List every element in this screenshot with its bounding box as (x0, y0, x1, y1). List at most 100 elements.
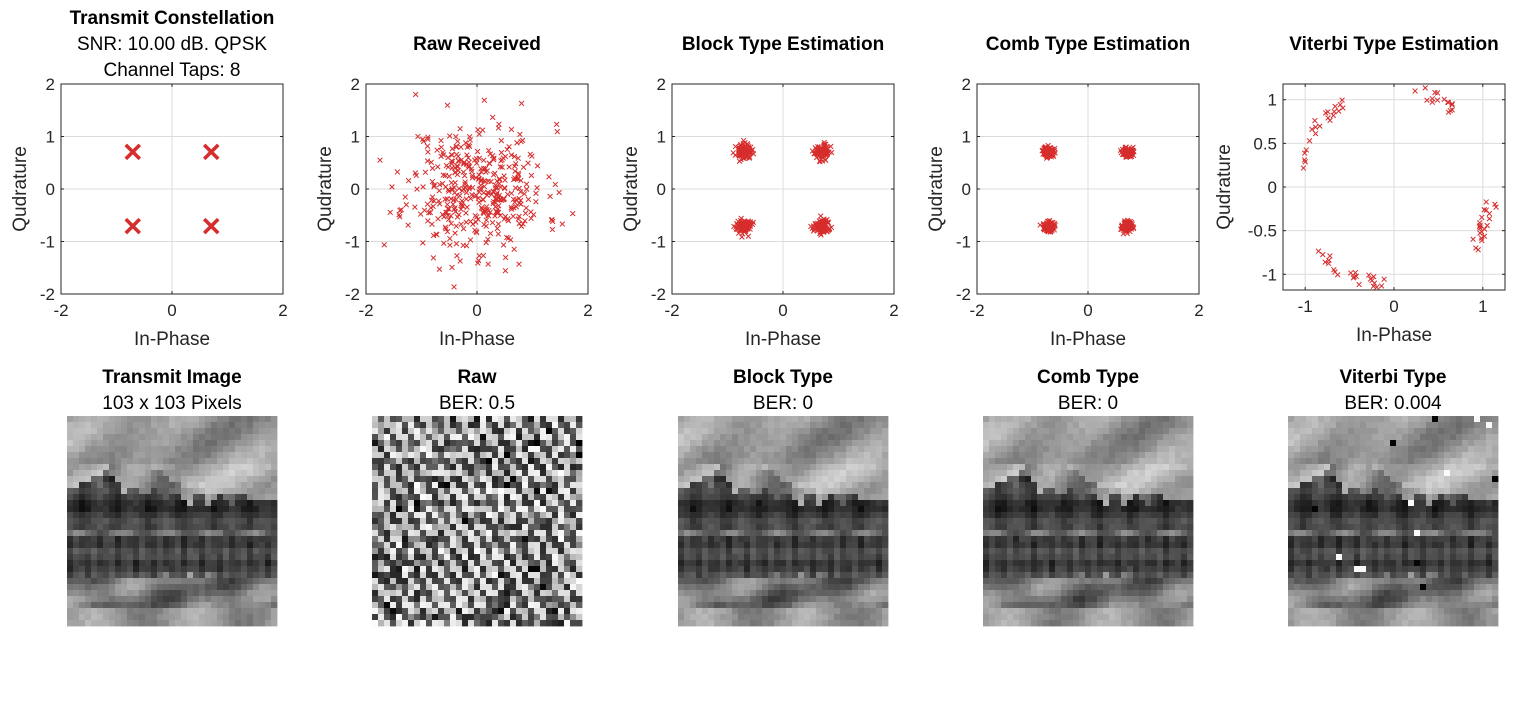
pixel (115, 446, 122, 453)
pixel (540, 554, 547, 561)
pixel (97, 560, 104, 567)
pixel (390, 452, 397, 459)
pixel (265, 464, 272, 471)
pixel (157, 428, 164, 435)
data-point-marker (490, 172, 497, 178)
pixel (133, 506, 140, 513)
pixel (474, 458, 481, 465)
pixel (876, 512, 883, 519)
pixel (85, 446, 92, 453)
pixel (432, 446, 439, 453)
pixel (858, 422, 865, 429)
pixel (145, 572, 152, 579)
pixel (247, 428, 254, 435)
pixel (211, 566, 218, 573)
pixel (780, 416, 787, 423)
pixel (241, 578, 248, 585)
pixel (852, 524, 859, 531)
pixel (217, 548, 224, 555)
pixel (133, 440, 140, 447)
pixel (840, 422, 847, 429)
pixel (217, 602, 224, 609)
pixel (456, 506, 463, 513)
pixel (85, 422, 92, 429)
pixel (235, 494, 242, 501)
pixel (181, 458, 188, 465)
pixel (480, 500, 487, 507)
pixel (157, 458, 164, 465)
pixel (498, 566, 505, 573)
data-point-marker (739, 146, 746, 153)
pixel (810, 536, 817, 543)
pixel (378, 620, 385, 627)
pixel (732, 578, 739, 585)
pixel (67, 482, 74, 489)
pixel (510, 482, 517, 489)
pixel (271, 614, 278, 621)
data-point-marker (428, 197, 435, 204)
pixel (115, 434, 122, 441)
pixel (540, 458, 547, 465)
data-point-marker (1047, 148, 1053, 155)
pixel (690, 542, 697, 549)
pixel (211, 536, 218, 543)
pixel (852, 434, 859, 441)
pixel (480, 506, 487, 513)
pixel (480, 512, 487, 519)
pixel (774, 572, 781, 579)
data-point-marker (559, 221, 566, 227)
pixel (780, 488, 787, 495)
pixel (456, 422, 463, 429)
plot-subtitle: Channel Taps: 8 (104, 60, 241, 81)
pixel (762, 578, 769, 585)
data-point-marker (420, 136, 426, 143)
data-point-marker (1370, 273, 1377, 280)
pixel (840, 434, 847, 441)
pixel (402, 536, 409, 543)
pixel (822, 566, 829, 573)
pixel (780, 470, 787, 477)
pixel (241, 440, 248, 447)
pixel (390, 620, 397, 627)
data-point-marker (202, 217, 220, 235)
pixel (714, 482, 721, 489)
pixel (384, 434, 391, 441)
pixel (402, 506, 409, 513)
pixel (846, 554, 853, 561)
data-point-marker (446, 173, 453, 180)
pixel (390, 476, 397, 483)
pixel (91, 554, 98, 561)
pixel (474, 470, 481, 477)
pixel (816, 500, 823, 507)
pixel (462, 596, 469, 603)
pixel (762, 470, 769, 477)
pixel (756, 584, 763, 591)
pixel (145, 608, 152, 615)
pixel (420, 596, 427, 603)
data-point-marker (533, 198, 539, 205)
data-point-marker (1325, 115, 1331, 121)
pixel (810, 488, 817, 495)
plot-title: Comb Type Estimation (986, 34, 1190, 55)
pixel (474, 584, 481, 591)
pixel (151, 500, 158, 507)
pixel (169, 506, 176, 513)
pixel (552, 578, 559, 585)
pixel (187, 530, 194, 537)
pixel (540, 470, 547, 477)
pixel (852, 518, 859, 525)
pixel (744, 518, 751, 525)
pixel (534, 578, 541, 585)
pixel (504, 494, 511, 501)
pixel (426, 602, 433, 609)
pixel (798, 530, 805, 537)
pixel (720, 536, 727, 543)
pixel (576, 440, 583, 447)
pixel (181, 542, 188, 549)
pixel (372, 434, 379, 441)
pixel (492, 482, 499, 489)
pixel (205, 416, 212, 423)
pixel (774, 554, 781, 561)
pixel (450, 446, 457, 453)
pixel (474, 518, 481, 525)
